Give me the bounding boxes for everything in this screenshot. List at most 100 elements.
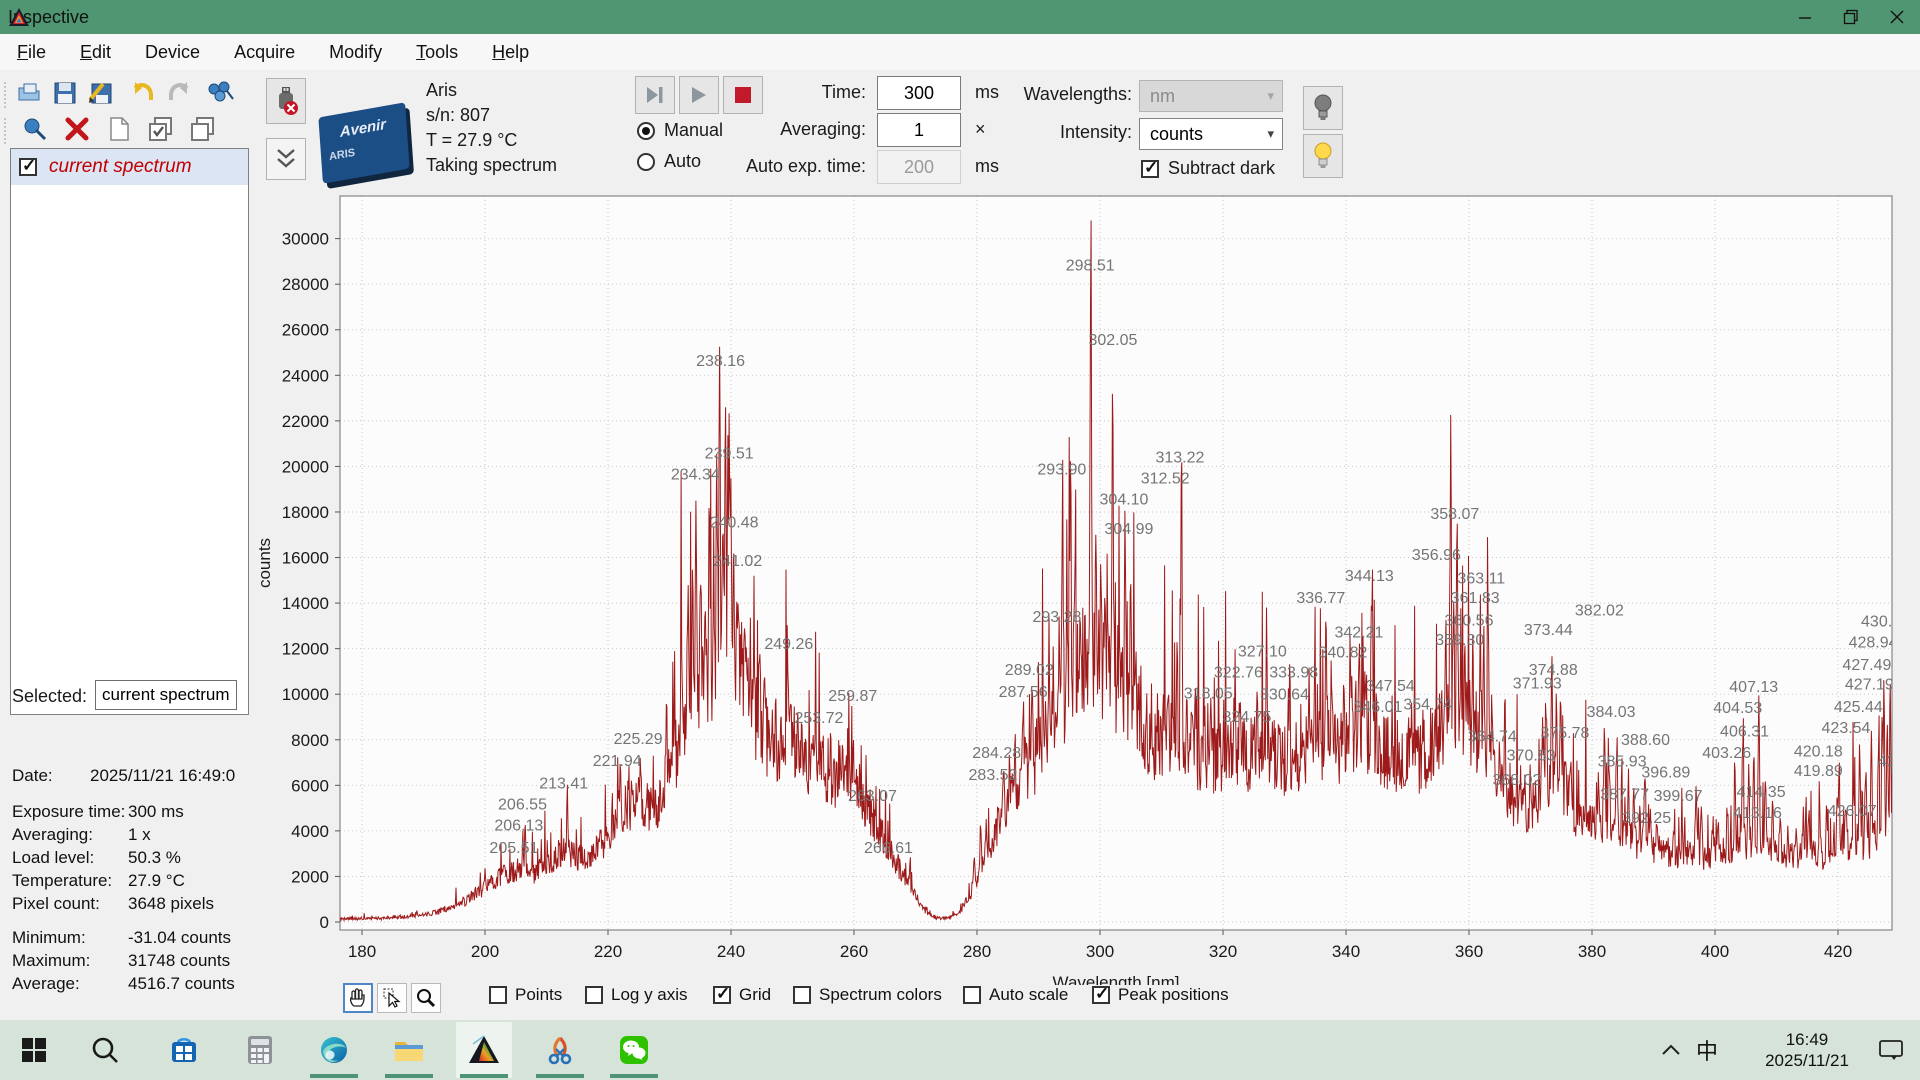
spectrum-chart[interactable]: 180 200 220 240 260 280 300 320 340 360 380 400 420 0…: [240, 190, 1910, 985]
svg-text:12000: 12000: [282, 640, 329, 659]
menu-edit[interactable]: Edit: [80, 42, 112, 62]
play-continuous-button[interactable]: [679, 76, 719, 114]
intensity-select[interactable]: counts ▾: [1139, 118, 1283, 150]
time-input[interactable]: [877, 76, 961, 110]
delete-icon[interactable]: [62, 114, 92, 144]
checkbox-icon[interactable]: [1092, 984, 1110, 1004]
menu-acquire[interactable]: Acquire: [234, 42, 296, 62]
grid-checkbox[interactable]: Grid: [713, 984, 771, 1005]
undo-icon[interactable]: [128, 78, 158, 108]
select-tool-button[interactable]: [377, 983, 407, 1013]
mode-manual-label: Manual: [664, 120, 724, 140]
pin-group-icon[interactable]: [206, 78, 236, 108]
mode-auto-label: Auto: [664, 151, 702, 171]
points-checkbox[interactable]: Points: [489, 985, 562, 1005]
peak-label: 304.99: [1104, 521, 1153, 538]
checkbox-icon[interactable]: [585, 986, 603, 1004]
svg-text:14000: 14000: [282, 594, 329, 613]
checkbox-icon[interactable]: [489, 986, 507, 1004]
taskbar-calculator-button[interactable]: [232, 1022, 288, 1078]
peak-label: 399.67: [1654, 788, 1703, 805]
close-icon[interactable]: [1874, 0, 1920, 34]
peak-label: 363.11: [1457, 571, 1505, 588]
svg-text:0: 0: [320, 913, 329, 932]
edge-icon: [321, 1037, 347, 1063]
stop-button[interactable]: [723, 76, 763, 114]
tray-chevron-up[interactable]: [1660, 1020, 1682, 1080]
taskbar-snipping-tool-button[interactable]: [532, 1022, 588, 1078]
selected-label: Selected:: [12, 686, 88, 706]
auto-scale-checkbox[interactable]: Auto scale: [963, 985, 1068, 1005]
taskbar-wechat-button[interactable]: [606, 1022, 662, 1078]
checkbox-icon[interactable]: [713, 984, 731, 1004]
peak-label: 263.07: [848, 788, 897, 805]
peak-label: 354.74: [1403, 696, 1452, 713]
pin-icon[interactable]: [20, 114, 50, 144]
peak-label: 322.76: [1214, 664, 1263, 681]
selected-input[interactable]: [95, 680, 237, 710]
peak-label: 360.56: [1445, 612, 1494, 629]
ime-indicator[interactable]: 中: [1696, 1039, 1719, 1064]
subtract-dark-checkbox[interactable]: Subtract dark: [1141, 158, 1275, 179]
taskbar-clock[interactable]: 16:49 2025/11/21: [1742, 1020, 1872, 1080]
log-y-axis-label: Log y axis: [611, 985, 688, 1004]
svg-text:400: 400: [1701, 942, 1729, 961]
notifications-button[interactable]: [1878, 1020, 1904, 1080]
zoom-tool-button[interactable]: [411, 983, 441, 1013]
taskbar-inspective-button[interactable]: [456, 1022, 512, 1078]
menu-help[interactable]: Help: [492, 42, 530, 62]
redo-icon[interactable]: [164, 78, 194, 108]
menu-file[interactable]: File: [17, 42, 47, 62]
minimize-button[interactable]: [1782, 0, 1828, 34]
mode-auto-radio[interactable]: Auto: [637, 151, 701, 172]
usb-disconnect-button[interactable]: [266, 78, 306, 124]
mode-manual-radio[interactable]: Manual: [637, 120, 723, 141]
peak-label: 371.93: [1513, 676, 1562, 693]
menu-tools[interactable]: Tools: [416, 42, 459, 62]
menu-device[interactable]: Device: [145, 42, 201, 62]
spectrum-visible-checkbox[interactable]: [19, 156, 37, 176]
log-y-axis-checkbox[interactable]: Log y axis: [585, 985, 688, 1005]
open-file-button[interactable]: [14, 78, 44, 108]
start-button[interactable]: [6, 1022, 62, 1078]
toolbar-grip: [4, 118, 10, 144]
save-as-button[interactable]: [86, 78, 116, 108]
copy-checked-icon[interactable]: [146, 114, 176, 144]
checkbox-icon[interactable]: [793, 986, 811, 1004]
averaging-input[interactable]: [877, 113, 961, 147]
new-page-icon[interactable]: [104, 114, 134, 144]
peak-label: 425.44: [1834, 699, 1883, 716]
taskbar-store-button[interactable]: [156, 1022, 212, 1078]
taskbar-edge-button[interactable]: [306, 1022, 362, 1078]
light-reference-button[interactable]: [1303, 134, 1343, 178]
peak-label: 298.51: [1066, 258, 1115, 275]
copy-icon[interactable]: [188, 114, 218, 144]
radio-icon[interactable]: [637, 152, 655, 171]
collapse-panel-button[interactable]: [266, 138, 306, 180]
menu-modify[interactable]: Modify: [329, 42, 383, 62]
pan-tool-button[interactable]: [343, 983, 373, 1013]
peak-label: 312.52: [1141, 470, 1190, 487]
spectrum-colors-checkbox[interactable]: Spectrum colors: [793, 985, 942, 1005]
save-button[interactable]: [50, 78, 80, 108]
radio-icon[interactable]: [637, 121, 655, 140]
play-single-button[interactable]: [635, 76, 675, 114]
peak-label: 225.29: [614, 731, 663, 748]
info-label: Maximum:: [12, 951, 91, 970]
list-item[interactable]: current spectrum: [11, 149, 248, 185]
taskbar-file-explorer-button[interactable]: [381, 1022, 437, 1078]
peak-label: 406.31: [1720, 724, 1769, 741]
checkbox-icon[interactable]: [963, 986, 981, 1004]
device-status: Taking spectrum: [426, 155, 558, 175]
peak-label: 304.10: [1100, 491, 1149, 508]
peak-positions-checkbox[interactable]: Peak positions: [1092, 984, 1229, 1005]
peak-label: 253.72: [794, 710, 843, 727]
device-info: Aris s/n: 807 T = 27.9 °C Taking spectru…: [426, 78, 557, 178]
checkbox-icon[interactable]: [1141, 158, 1159, 178]
peak-label: 427.19: [1845, 677, 1894, 694]
peak-label: 404.53: [1713, 700, 1762, 717]
dark-reference-button[interactable]: [1303, 86, 1343, 130]
svg-text:24000: 24000: [282, 366, 329, 385]
taskbar-search-button[interactable]: [77, 1022, 133, 1078]
restore-button[interactable]: [1828, 0, 1874, 34]
